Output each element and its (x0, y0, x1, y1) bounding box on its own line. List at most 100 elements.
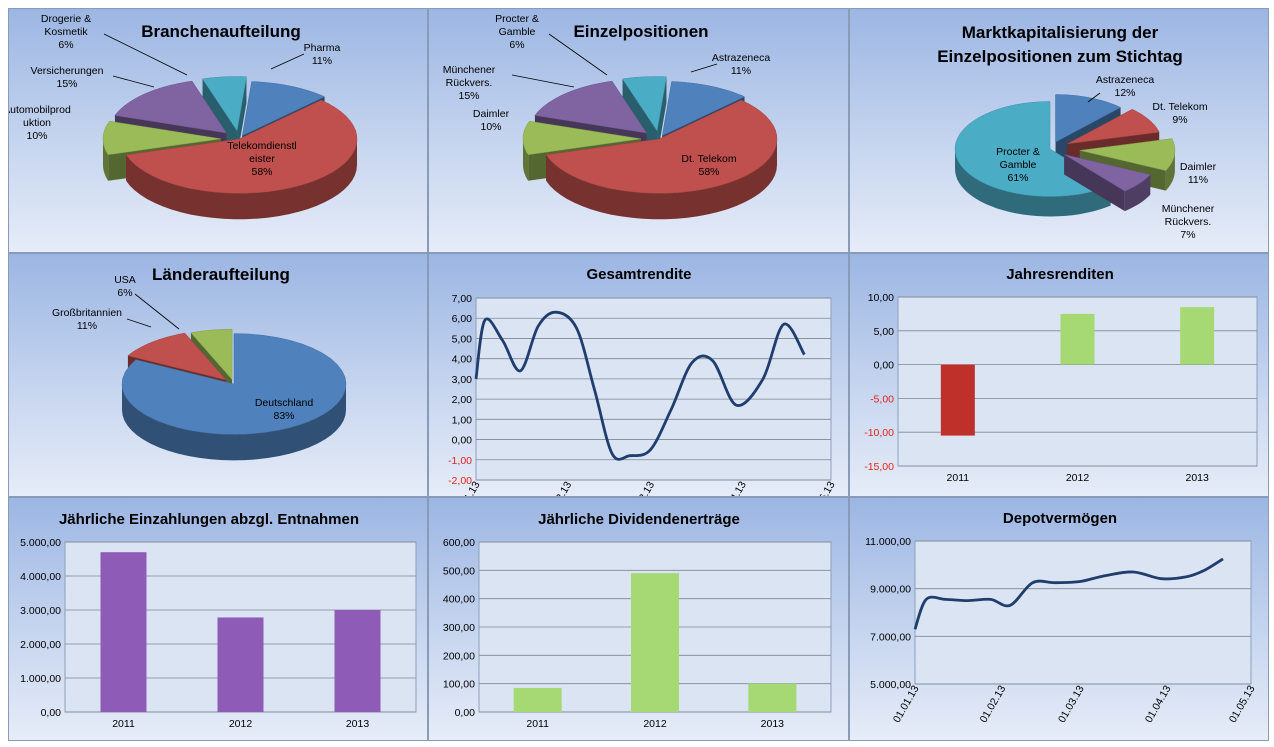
data-label: 58% (251, 166, 272, 178)
bar (940, 364, 975, 436)
chart-title: Einzelpositionen (573, 22, 708, 41)
chart-title: Depotvermögen (1003, 510, 1117, 527)
y-tick-label: 4,00 (452, 354, 473, 366)
data-label: Gamble (1000, 159, 1037, 171)
data-label: Pharma (304, 42, 341, 54)
leader-line (134, 293, 180, 330)
bar (334, 610, 381, 712)
y-tick-label: 5.000,00 (870, 679, 911, 691)
leader-line (103, 33, 188, 76)
data-label: 83% (273, 410, 294, 422)
chart-marktkapitalisierung: Astrazeneca 12% Dt. Telekom 9% Daimler 11% Mün… (849, 8, 1269, 253)
data-label: 58% (698, 166, 719, 178)
data-label: 15% (56, 78, 77, 90)
y-tick-label: 300,00 (443, 622, 475, 634)
y-tick-label: 200,00 (443, 650, 475, 662)
chart-einzelpositionen: Astrazeneca 11% Dt. Telekom 58% Daimler 10% Mü… (428, 8, 849, 253)
data-label: USA (114, 274, 136, 286)
x-tick-label: 01.04.13 (1143, 683, 1174, 725)
data-label: 10% (26, 130, 47, 142)
y-tick-label: 9.000,00 (870, 584, 911, 596)
chart-svg: -2,00 -1,00 0,00 1,00 2,00 3,00 4,00 5,00 6,00 7,… (448, 266, 838, 497)
chart-gesamtrendite: -2,00 -1,00 0,00 1,00 2,00 3,00 4,00 5,00 6,00 7,… (428, 253, 849, 497)
bar (1180, 307, 1215, 365)
data-label: Versicherungen (31, 65, 104, 77)
data-label: 6% (117, 287, 132, 299)
x-tick-label: 01.04.13 (718, 479, 749, 497)
data-label: Dt. Telekom (1152, 101, 1207, 113)
data-label: eister (249, 153, 275, 165)
data-label: Rückvers. (1165, 216, 1212, 228)
chart-svg: 5.000,007.000,009.000,0011.000,0001.01.1… (865, 510, 1258, 725)
pie-slice (1064, 154, 1151, 212)
y-tick-label: 600,00 (443, 537, 475, 549)
leader-line (548, 33, 608, 76)
y-tick-label: -10,00 (864, 427, 894, 439)
data-label: 12% (1114, 87, 1135, 99)
chart-svg: 0,00 1.000,00 2.000,00 3.000,00 4.000,00 5.00… (20, 511, 417, 730)
pie-slice (545, 99, 778, 220)
chart-title: Länderaufteilung (152, 265, 290, 284)
data-label: 6% (58, 39, 73, 51)
x-tick-label: 01.03.13 (626, 479, 657, 497)
data-label: 11% (77, 320, 97, 332)
data-label: 11% (1188, 174, 1208, 186)
x-tick-label: 2011 (112, 718, 135, 730)
chart-svg: -15,00 -10,00 -5,00 0,00 5,00 10,00 2011 2012 20… (864, 266, 1258, 484)
pie-slice (622, 76, 667, 157)
x-tick-label: 2013 (761, 718, 785, 730)
x-tick-label: 01.03.13 (1056, 683, 1087, 725)
y-tick-label: 0,00 (874, 360, 895, 372)
data-label: Procter & (996, 146, 1040, 158)
data-label: Rückvers. (446, 77, 493, 89)
data-label: Automobilprod (8, 104, 71, 116)
data-label: Kosmetik (44, 26, 88, 38)
y-tick-label: -1,00 (448, 455, 472, 467)
x-tick-label: 2011 (526, 718, 549, 730)
leader-line (270, 53, 305, 70)
chart-svg: 0,00 100,00 200,00 300,00 400,00 500,00 600,00… (443, 511, 832, 730)
y-tick-label: -15,00 (864, 461, 894, 473)
y-tick-label: 0,00 (455, 707, 476, 719)
x-tick-label: 2013 (346, 718, 370, 730)
y-tick-label: 1,00 (452, 414, 473, 426)
x-tick-label: 2012 (229, 718, 253, 730)
data-label: Gamble (499, 26, 536, 38)
x-tick-label: 2012 (643, 718, 667, 730)
data-label: Telekomdienstl (227, 140, 296, 152)
chart-title: Einzelpositionen zum Stichtag (937, 47, 1183, 66)
x-tick-label: 01.02.13 (978, 683, 1009, 725)
x-tick-label: 01.05.13 (807, 479, 838, 497)
bar (100, 552, 147, 712)
data-label: Astrazeneca (712, 52, 771, 64)
leader-line (511, 74, 575, 88)
y-tick-label: 11.000,00 (865, 536, 911, 548)
y-tick-label: 400,00 (443, 594, 475, 606)
data-label: Deutschland (255, 397, 314, 409)
data-label: Münchener (443, 64, 496, 76)
data-label: 6% (509, 39, 524, 51)
y-tick-label: 2,00 (452, 394, 473, 406)
pie-slice (121, 333, 347, 461)
y-tick-label: 7.000,00 (870, 631, 911, 643)
bar (631, 573, 679, 712)
chart-einzahlungen: 0,00 1.000,00 2.000,00 3.000,00 4.000,00 5.00… (8, 497, 428, 741)
y-tick-label: 7,00 (452, 293, 473, 305)
data-label: 15% (458, 90, 479, 102)
leader-line (1087, 92, 1101, 103)
x-tick-label: 2012 (1066, 472, 1090, 484)
chart-title: Jährliche Dividendenerträge (538, 511, 740, 528)
chart-branchenaufteilung: Pharma 11% Telekomdienstl eister 58% Automobi… (8, 8, 428, 253)
y-tick-label: 5,00 (452, 333, 473, 345)
x-tick-label: 01.02.13 (543, 479, 574, 497)
bar (513, 687, 562, 712)
data-label: Großbritannien (52, 307, 122, 319)
leader-line (126, 318, 152, 328)
y-tick-label: 0,00 (41, 707, 62, 719)
data-label: 11% (312, 55, 332, 67)
data-label: 7% (1180, 229, 1195, 241)
data-label: 10% (480, 121, 501, 133)
